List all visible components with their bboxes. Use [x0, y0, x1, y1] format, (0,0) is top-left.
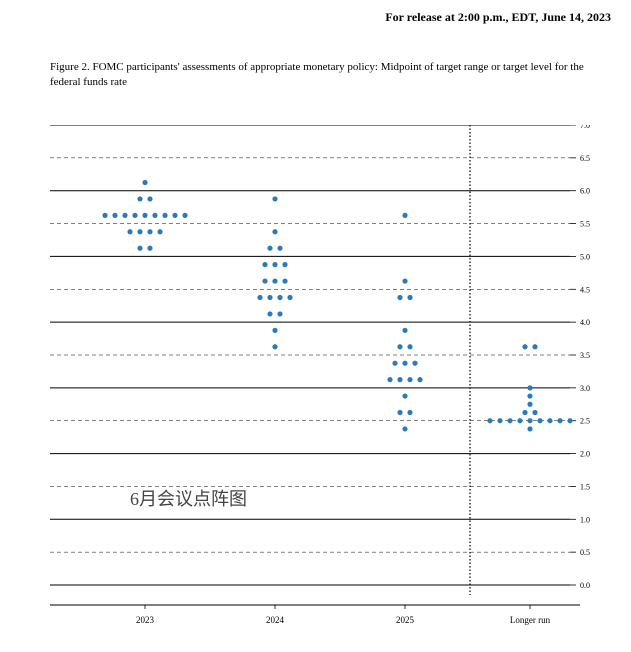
page-container: For release at 2:00 p.m., EDT, June 14, …: [0, 0, 631, 652]
svg-text:0.5: 0.5: [580, 548, 590, 557]
svg-text:2024: 2024: [266, 615, 285, 625]
svg-text:2.0: 2.0: [580, 450, 590, 459]
figure-title: Figure 2. FOMC participants' assessments…: [50, 60, 611, 91]
svg-text:2025: 2025: [396, 615, 415, 625]
svg-text:6.5: 6.5: [580, 154, 590, 163]
svg-text:7.0: 7.0: [580, 125, 590, 130]
svg-text:5.5: 5.5: [580, 220, 590, 229]
svg-text:5.0: 5.0: [580, 252, 590, 261]
svg-text:2023: 2023: [136, 615, 155, 625]
svg-text:2.5: 2.5: [580, 417, 590, 426]
svg-text:4.0: 4.0: [580, 318, 590, 327]
svg-text:1.0: 1.0: [580, 515, 590, 524]
dotplot-chart: 0.0 0.5 1.0 1.5 2.0 2.5 3.0 3.5 4.0 4.5 5.0 5.5 6.0 6…: [50, 125, 615, 650]
svg-text:4.5: 4.5: [580, 285, 590, 294]
svg-text:0.0: 0.0: [580, 581, 590, 590]
svg-text:1.5: 1.5: [580, 482, 590, 491]
svg-text:Longer run: Longer run: [510, 615, 551, 625]
svg-text:6.0: 6.0: [580, 187, 590, 196]
svg-text:3.5: 3.5: [580, 351, 590, 360]
release-header: For release at 2:00 p.m., EDT, June 14, …: [385, 10, 611, 25]
svg-text:3.0: 3.0: [580, 384, 590, 393]
